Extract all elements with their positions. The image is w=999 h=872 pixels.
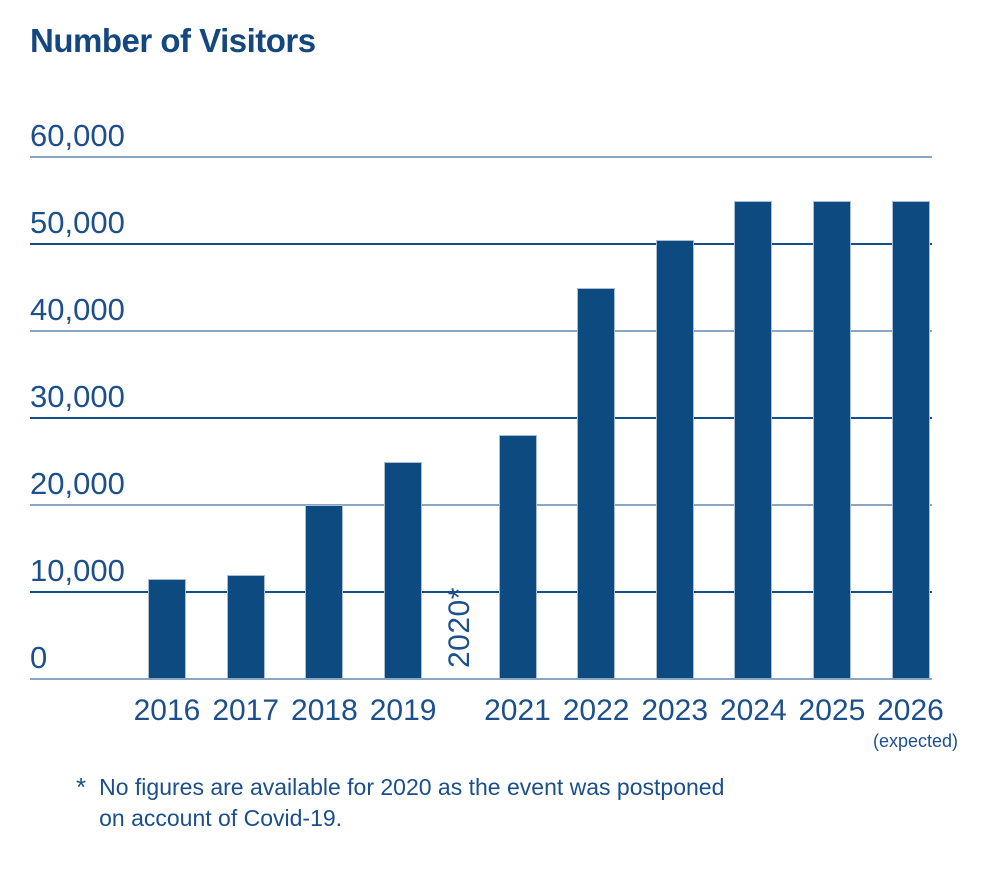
bar-2022 [577, 287, 616, 679]
y-tick-label: 60,000 [30, 118, 125, 153]
bar-2017 [226, 574, 265, 679]
gridline [30, 417, 932, 419]
footnote-asterisk: * [76, 772, 87, 802]
y-tick-label: 10,000 [30, 553, 125, 588]
gridline [30, 678, 932, 680]
chart-title: Number of Visitors [30, 22, 316, 59]
x-tick-label-2023: 2023 [641, 694, 709, 727]
bar-2018 [305, 505, 344, 679]
x-tick-label-2016: 2016 [133, 694, 201, 727]
gridline [30, 243, 932, 245]
footnote-line-2: on account of Covid-19. [99, 805, 343, 831]
gridline [30, 504, 932, 506]
bar-2021 [498, 435, 537, 679]
bar-2024 [734, 200, 773, 679]
bar-2016 [148, 578, 186, 679]
bar-2023 [655, 239, 694, 679]
footnote-line-1: No figures are available for 2020 as the… [99, 774, 725, 800]
y-tick-label: 50,000 [30, 205, 125, 240]
bar-2019 [384, 461, 423, 679]
x-tick-label-2018: 2018 [291, 694, 358, 727]
footnote: * No figures are available for 2020 as t… [76, 772, 724, 834]
x-tick-label-2024: 2024 [719, 694, 787, 727]
x-tick-label-2019: 2019 [369, 694, 437, 727]
y-tick-label: 0 [30, 640, 48, 675]
x-tick-label-2021: 2021 [484, 694, 551, 727]
y-tick-label: 20,000 [30, 466, 125, 501]
bar-2026 [891, 200, 930, 679]
footnote-text: No figures are available for 2020 as the… [99, 772, 724, 834]
bar-2025 [812, 200, 851, 679]
gridline [30, 591, 932, 593]
x-tick-label-rotated-2020: 2020* [442, 587, 476, 668]
x-tick-label-2022: 2022 [562, 694, 630, 727]
y-tick-label: 40,000 [30, 292, 125, 327]
expected-note: (expected) [872, 731, 958, 751]
x-tick-label-2026: 2026 [877, 694, 944, 727]
y-tick-label: 30,000 [30, 379, 125, 414]
x-tick-label-2017: 2017 [212, 694, 280, 727]
gridline [30, 330, 932, 332]
x-tick-label-2025: 2025 [798, 694, 866, 727]
gridline [30, 156, 932, 158]
